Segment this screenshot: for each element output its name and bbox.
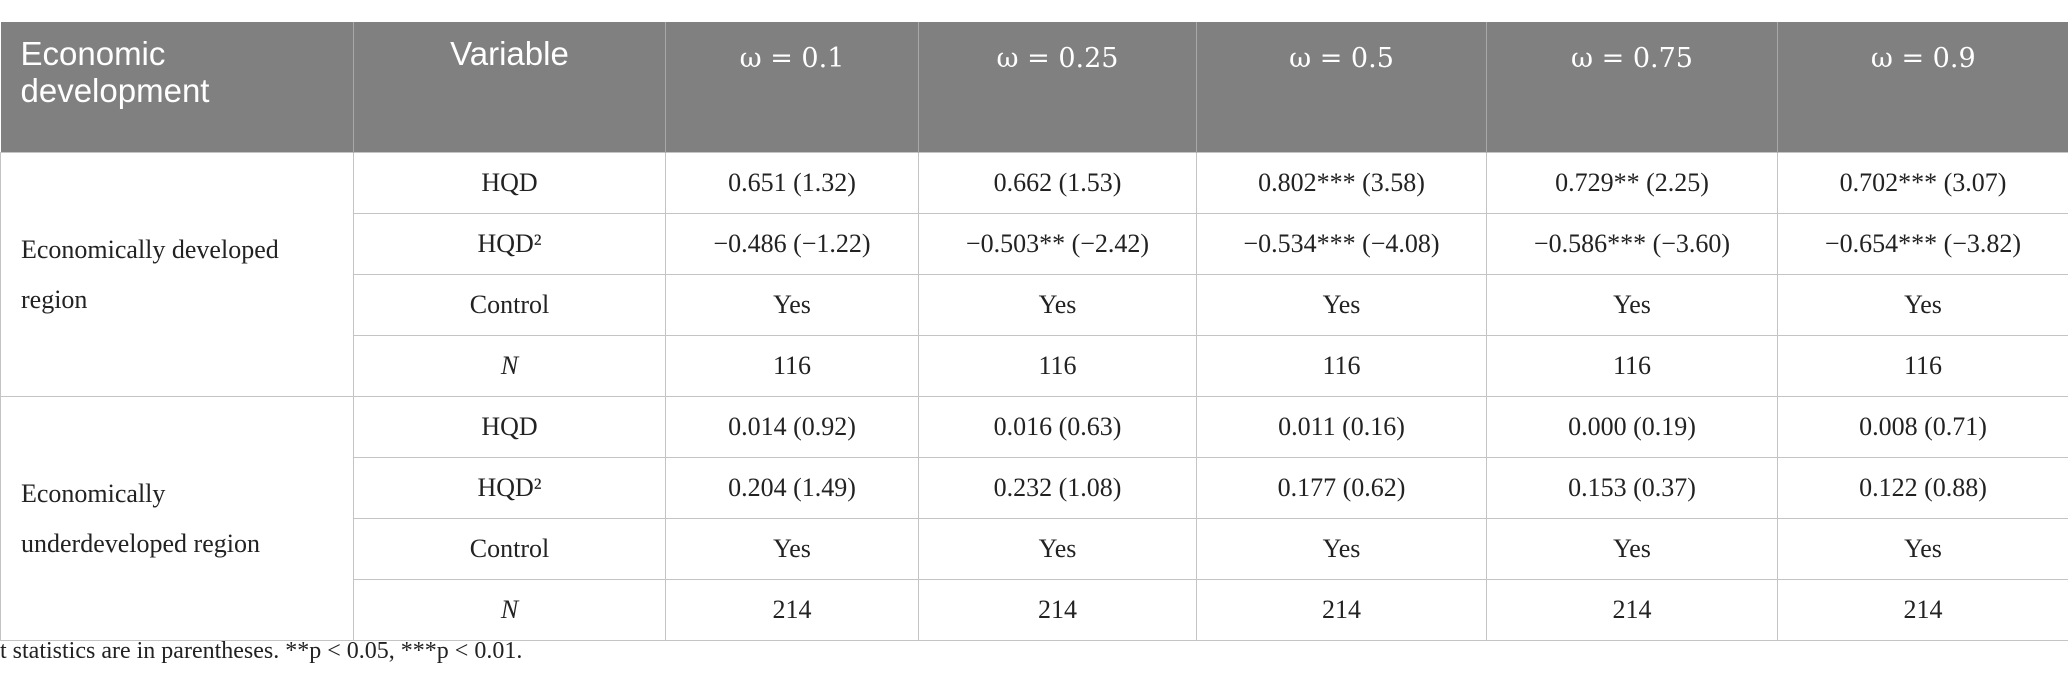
value-cell: Yes <box>1777 518 2068 580</box>
variable-cell: HQD² <box>353 457 666 519</box>
header-cell: Economic development <box>0 22 354 153</box>
value-cell: Yes <box>1486 518 1778 580</box>
value-cell: 116 <box>1777 335 2068 397</box>
value-cell: 116 <box>665 335 919 397</box>
value-cell: 0.232 (1.08) <box>918 457 1197 519</box>
value-cell: Yes <box>1196 518 1487 580</box>
value-cell: Yes <box>665 274 919 336</box>
value-cell: 214 <box>1777 579 2068 641</box>
value-cell: 214 <box>918 579 1197 641</box>
table-row: N 214 214 214 214 214 <box>1 579 2068 641</box>
table-row: Economically developed region HQD 0.651 (1… <box>0 152 2068 397</box>
value-cell: Yes <box>918 518 1197 580</box>
variable-cell: HQD <box>353 396 666 458</box>
value-cell: Yes <box>1196 274 1487 336</box>
group-label: Economically underdeveloped region <box>0 396 354 641</box>
group-label: Economically developed region <box>0 152 354 397</box>
header-cell: ω = 0.9 <box>1777 22 2068 153</box>
value-cell: 0.008 (0.71) <box>1777 396 2068 458</box>
value-cell: Yes <box>665 518 919 580</box>
header-cell: ω = 0.75 <box>1486 22 1778 153</box>
header-row: Economic development Variable ω = 0.1 ω = 0… <box>0 22 2068 153</box>
variable-cell: HQD² <box>353 213 666 275</box>
header-cell: ω = 0.25 <box>918 22 1197 153</box>
results-table: Economic development Variable ω = 0.1 ω = 0… <box>0 22 2068 641</box>
value-cell: −0.503** (−2.42) <box>918 213 1197 275</box>
value-cell: 0.000 (0.19) <box>1486 396 1778 458</box>
variable-cell: HQD <box>353 152 666 214</box>
value-cell: 0.651 (1.32) <box>665 152 919 214</box>
value-cell: 116 <box>1196 335 1487 397</box>
value-cell: 214 <box>1486 579 1778 641</box>
value-cell: −0.534*** (−4.08) <box>1196 213 1487 275</box>
value-cell: 116 <box>918 335 1197 397</box>
variable-cell: N <box>353 579 666 641</box>
value-cell: 0.014 (0.92) <box>665 396 919 458</box>
value-cell: 116 <box>1486 335 1778 397</box>
value-cell: 0.177 (0.62) <box>1196 457 1487 519</box>
value-cell: 0.153 (0.37) <box>1486 457 1778 519</box>
value-cell: −0.586*** (−3.60) <box>1486 213 1778 275</box>
variable-cell: N <box>353 335 666 397</box>
value-cell: Yes <box>918 274 1197 336</box>
table-body: Economically developed region HQD 0.651 (1… <box>0 152 2068 641</box>
variable-cell: Control <box>353 274 666 336</box>
value-cell: 214 <box>665 579 919 641</box>
table-row: Control Yes Yes Yes Yes Yes <box>1 274 2068 336</box>
value-cell: 0.204 (1.49) <box>665 457 919 519</box>
table-row: Economically underdeveloped region HQD 0.0… <box>0 396 2068 641</box>
value-cell: Yes <box>1486 274 1778 336</box>
table-row: HQD² 0.204 (1.49) 0.232 (1.08) 0.177 (0.62)… <box>1 457 2068 519</box>
value-cell: 0.729** (2.25) <box>1486 152 1778 214</box>
value-cell: 0.122 (0.88) <box>1777 457 2068 519</box>
value-cell: 214 <box>1196 579 1487 641</box>
variable-cell: Control <box>353 518 666 580</box>
value-cell: Yes <box>1777 274 2068 336</box>
table-row: N 116 116 116 116 116 <box>1 335 2068 397</box>
value-cell: 0.016 (0.63) <box>918 396 1197 458</box>
value-cell: 0.662 (1.53) <box>918 152 1197 214</box>
header-cell: ω = 0.1 <box>665 22 919 153</box>
value-cell: 0.802*** (3.58) <box>1196 152 1487 214</box>
value-cell: 0.702*** (3.07) <box>1777 152 2068 214</box>
value-cell: −0.486 (−1.22) <box>665 213 919 275</box>
header-cell: ω = 0.5 <box>1196 22 1487 153</box>
value-cell: 0.011 (0.16) <box>1196 396 1487 458</box>
header-cell: Variable <box>353 22 666 153</box>
footnote: t statistics are in parentheses. **p < 0… <box>0 638 523 664</box>
value-cell: −0.654*** (−3.82) <box>1777 213 2068 275</box>
